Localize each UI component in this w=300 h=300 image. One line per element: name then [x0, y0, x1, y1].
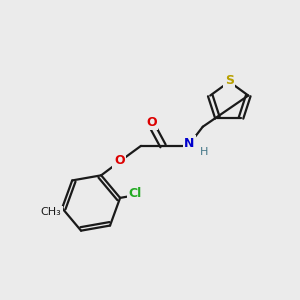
Text: H: H: [200, 147, 208, 158]
Text: S: S: [225, 74, 234, 87]
Text: N: N: [184, 137, 195, 150]
Text: O: O: [114, 154, 125, 167]
Text: Cl: Cl: [129, 188, 142, 200]
Text: O: O: [146, 116, 157, 129]
Text: CH₃: CH₃: [40, 207, 61, 218]
